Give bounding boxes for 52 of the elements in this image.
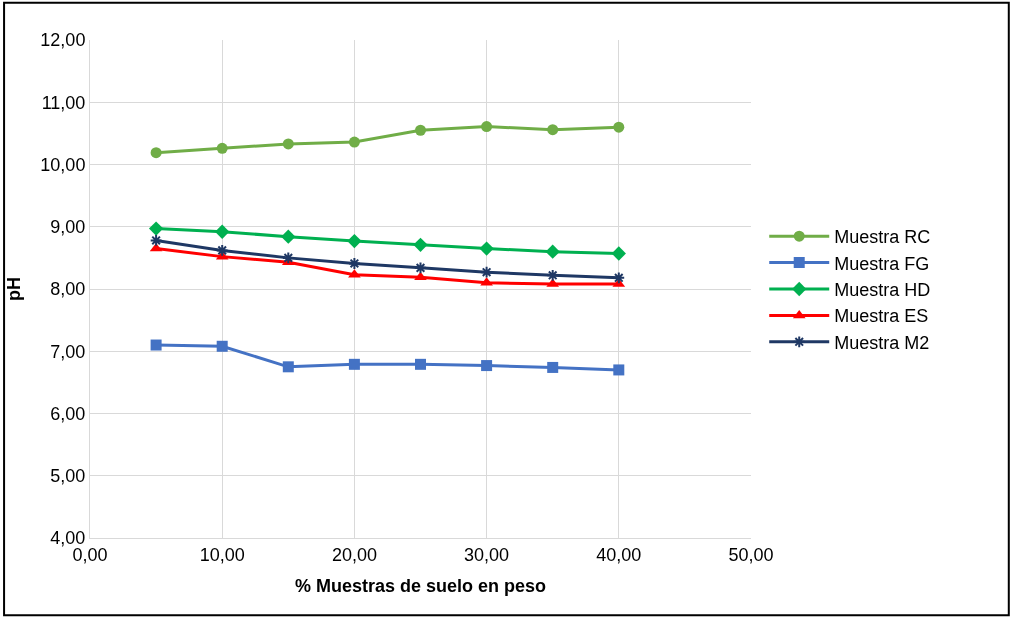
point bbox=[148, 221, 164, 236]
x-tick-label: 30,00 bbox=[464, 544, 510, 565]
point bbox=[613, 364, 625, 376]
point bbox=[613, 121, 625, 133]
y-tick-label: 7,00 bbox=[50, 341, 86, 362]
y-tick-label: 12,00 bbox=[40, 30, 86, 51]
point bbox=[481, 360, 493, 372]
point bbox=[545, 244, 560, 259]
y-tick-label: 6,00 bbox=[50, 403, 86, 424]
point bbox=[215, 244, 229, 257]
point bbox=[415, 124, 426, 136]
point bbox=[282, 361, 294, 373]
point bbox=[612, 271, 626, 285]
x-tick-label: 40,00 bbox=[596, 544, 642, 565]
point bbox=[480, 265, 493, 279]
point bbox=[415, 358, 426, 370]
legend-label: Muestra ES bbox=[834, 306, 929, 327]
point bbox=[150, 339, 162, 351]
point bbox=[216, 142, 228, 154]
point bbox=[347, 233, 362, 249]
point bbox=[149, 234, 163, 247]
point bbox=[611, 246, 626, 261]
x-tick-label: 10,00 bbox=[199, 544, 245, 565]
point bbox=[282, 138, 294, 150]
x-axis-title: % Muestras de suelo en peso bbox=[294, 575, 547, 596]
y-tick-label: 11,00 bbox=[41, 92, 86, 113]
y-tick-label: 5,00 bbox=[50, 466, 86, 487]
point bbox=[348, 136, 360, 148]
y-tick-label: 8,00 bbox=[50, 279, 86, 300]
point bbox=[348, 358, 360, 370]
point bbox=[348, 257, 361, 270]
point bbox=[414, 261, 427, 275]
point bbox=[413, 237, 428, 252]
x-tick-label: 20,00 bbox=[331, 544, 377, 565]
point bbox=[547, 124, 559, 136]
y-tick-label: 9,00 bbox=[50, 217, 86, 238]
point bbox=[281, 229, 296, 244]
point bbox=[481, 121, 493, 133]
point bbox=[547, 361, 559, 373]
point bbox=[546, 268, 560, 282]
point bbox=[216, 340, 228, 352]
y-axis-title: pH bbox=[3, 277, 24, 301]
y-tick-label: 10,00 bbox=[40, 154, 86, 175]
point bbox=[281, 251, 295, 265]
legend-label: Muestra HD bbox=[834, 280, 931, 301]
point bbox=[479, 241, 494, 256]
legend-label: Muestra M2 bbox=[834, 332, 930, 353]
legend-label: Muestra RC bbox=[834, 227, 931, 248]
x-tick-label: 50,00 bbox=[728, 544, 774, 565]
legend-label: Muestra FG bbox=[834, 253, 930, 274]
point bbox=[150, 147, 162, 159]
point bbox=[215, 224, 230, 239]
